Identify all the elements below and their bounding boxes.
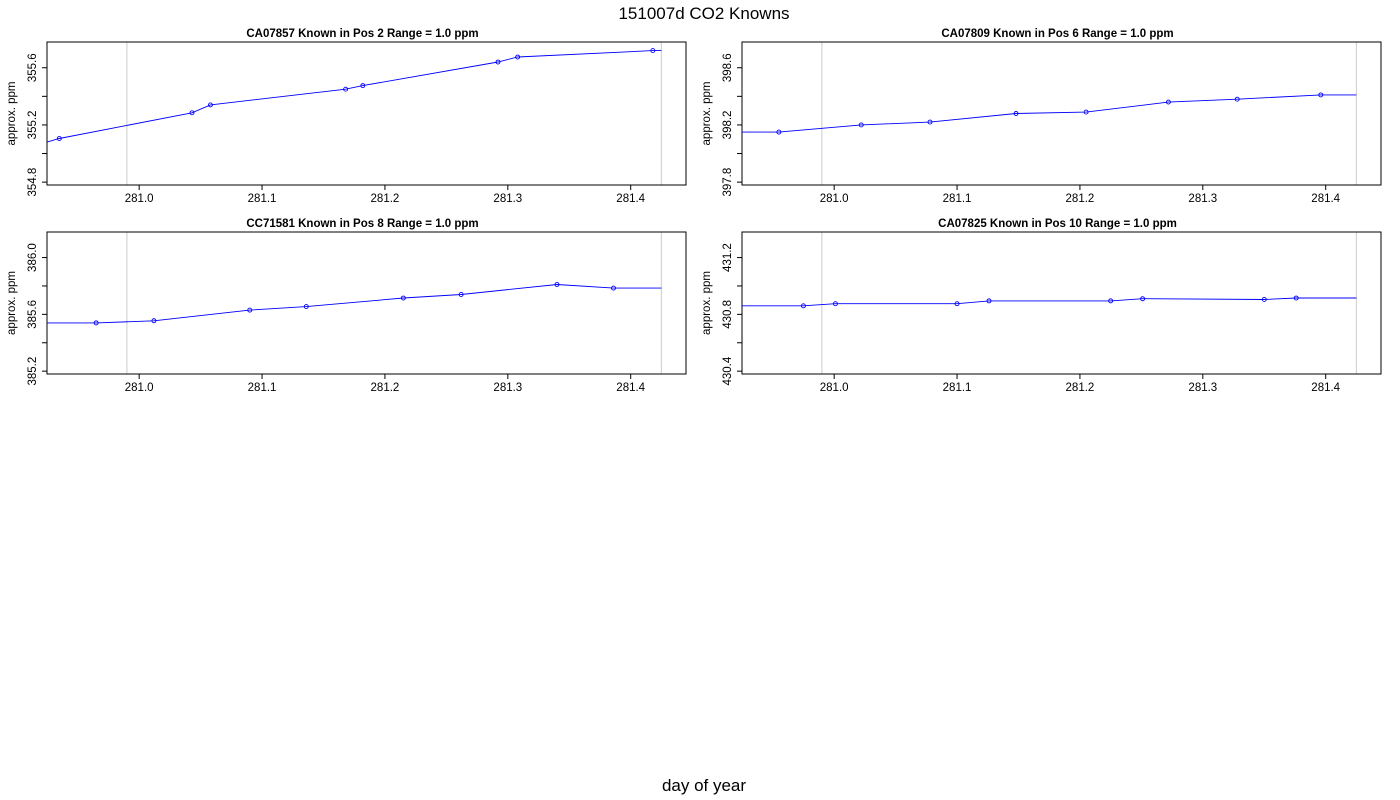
panel-title: CA07809 Known in Pos 6 Range = 1.0 ppm <box>941 28 1173 40</box>
x-tick-label: 281.2 <box>1066 193 1095 205</box>
x-tick-label: 281.0 <box>125 193 154 205</box>
x-tick-label: 281.1 <box>943 193 972 205</box>
data-point <box>515 54 521 60</box>
data-point <box>303 304 309 309</box>
series-line <box>742 297 1357 307</box>
y-axis-label: approx. ppm <box>6 82 18 146</box>
data-point <box>1108 298 1114 304</box>
data-point <box>93 320 99 326</box>
y-tick-label: 430.8 <box>722 300 734 329</box>
data-point <box>151 318 157 324</box>
data-point <box>858 122 864 128</box>
panel-title: CA07857 Known in Pos 2 Range = 1.0 ppm <box>246 28 478 40</box>
data-point <box>207 102 213 108</box>
x-tick-label: 281.3 <box>1188 382 1217 394</box>
y-tick-label: 385.6 <box>27 300 39 329</box>
x-tick-label: 281.2 <box>371 193 400 205</box>
data-point <box>832 301 838 307</box>
data-point <box>650 48 656 54</box>
y-axis-label: approx. ppm <box>701 82 713 146</box>
data-point <box>343 86 349 92</box>
x-tick-label: 281.4 <box>616 193 645 205</box>
data-point <box>1013 111 1019 116</box>
data-point <box>247 307 253 313</box>
data-point <box>360 83 366 89</box>
data-point <box>954 301 960 307</box>
y-tick-label: 355.2 <box>27 111 39 140</box>
y-tick-label: 386.0 <box>27 243 39 272</box>
plot-frame <box>46 41 687 186</box>
x-tick-label: 281.1 <box>248 193 277 205</box>
data-point <box>986 298 992 304</box>
chart-panel-2: CA07809 Known in Pos 6 Range = 1.0 ppm 28… <box>701 28 1382 205</box>
y-tick-label: 398.6 <box>722 53 734 82</box>
y-tick-label: 385.2 <box>27 357 39 386</box>
x-tick-label: 281.2 <box>1066 382 1095 394</box>
plot-frame <box>741 41 1382 186</box>
data-point <box>1293 295 1299 301</box>
x-tick-label: 281.3 <box>493 382 522 394</box>
data-point <box>1318 92 1324 98</box>
data-point <box>189 110 195 116</box>
x-tick-label: 281.4 <box>1311 382 1340 394</box>
x-tick-label: 281.3 <box>1188 193 1217 205</box>
y-tick-label: 431.2 <box>722 243 734 272</box>
data-point <box>56 136 62 141</box>
data-point <box>1234 96 1240 102</box>
plot-frame <box>46 231 687 375</box>
x-tick-label: 281.0 <box>820 382 849 394</box>
panel-title: CC71581 Known in Pos 8 Range = 1.0 ppm <box>246 218 478 230</box>
x-tick-label: 281.0 <box>820 193 849 205</box>
data-point <box>927 119 933 125</box>
data-point <box>776 129 782 135</box>
data-point <box>800 303 806 309</box>
y-tick-label: 355.6 <box>27 53 39 82</box>
x-tick-label: 281.1 <box>248 382 277 394</box>
data-point <box>1140 296 1146 302</box>
data-point <box>495 59 501 65</box>
x-tick-label: 281.4 <box>1311 193 1340 205</box>
y-tick-label: 398.2 <box>722 111 734 140</box>
x-tick-label: 281.0 <box>125 382 154 394</box>
chart-panel-4: CA07825 Known in Pos 10 Range = 1.0 ppm 2… <box>701 218 1382 394</box>
x-tick-label: 281.4 <box>616 382 645 394</box>
panel-title: CA07825 Known in Pos 10 Range = 1.0 ppm <box>938 218 1177 230</box>
y-axis-label: approx. ppm <box>701 271 713 335</box>
x-tick-label: 281.3 <box>493 193 522 205</box>
y-axis-label: approx. ppm <box>6 271 18 335</box>
y-tick-label: 397.8 <box>722 168 734 197</box>
chart-panel-1: CA07857 Known in Pos 2 Range = 1.0 ppm 28… <box>6 28 687 205</box>
series-line <box>46 50 662 143</box>
chart-panel-3: CC71581 Known in Pos 8 Range = 1.0 ppm 28… <box>6 218 687 394</box>
figure-title: 151007d CO2 Knowns <box>618 4 789 23</box>
x-tick-label: 281.2 <box>371 382 400 394</box>
data-point <box>1083 109 1089 115</box>
y-tick-label: 354.8 <box>27 168 39 197</box>
plot-frame <box>741 231 1382 375</box>
figure-x-axis-label: day of year <box>662 776 746 795</box>
x-tick-label: 281.1 <box>943 382 972 394</box>
series-line <box>47 284 662 324</box>
series-line <box>742 94 1357 133</box>
y-tick-label: 430.4 <box>722 356 734 385</box>
data-point <box>554 282 560 287</box>
data-point <box>1261 297 1267 302</box>
data-point <box>611 285 616 291</box>
data-point <box>1165 99 1171 105</box>
data-point <box>458 292 464 297</box>
data-point <box>400 295 406 301</box>
